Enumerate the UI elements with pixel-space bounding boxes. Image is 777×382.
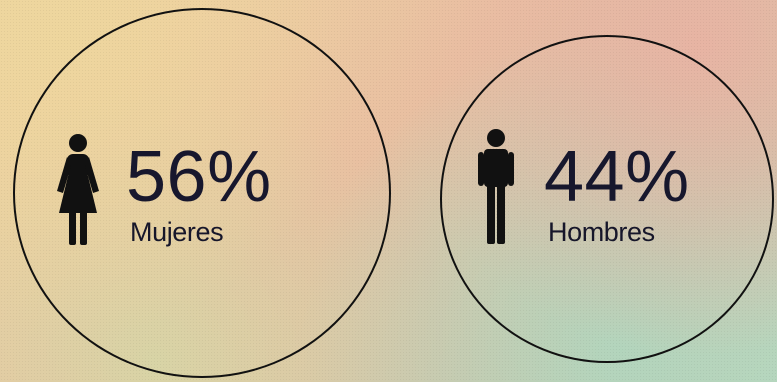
women-percentage: 56%	[126, 137, 272, 217]
men-stat-circle	[440, 35, 774, 363]
women-label: Mujeres	[130, 217, 224, 247]
female-icon	[54, 133, 102, 245]
men-percentage: 44%	[544, 137, 690, 217]
men-label: Hombres	[548, 217, 655, 247]
male-icon	[472, 128, 520, 244]
women-stat-circle	[13, 8, 391, 378]
